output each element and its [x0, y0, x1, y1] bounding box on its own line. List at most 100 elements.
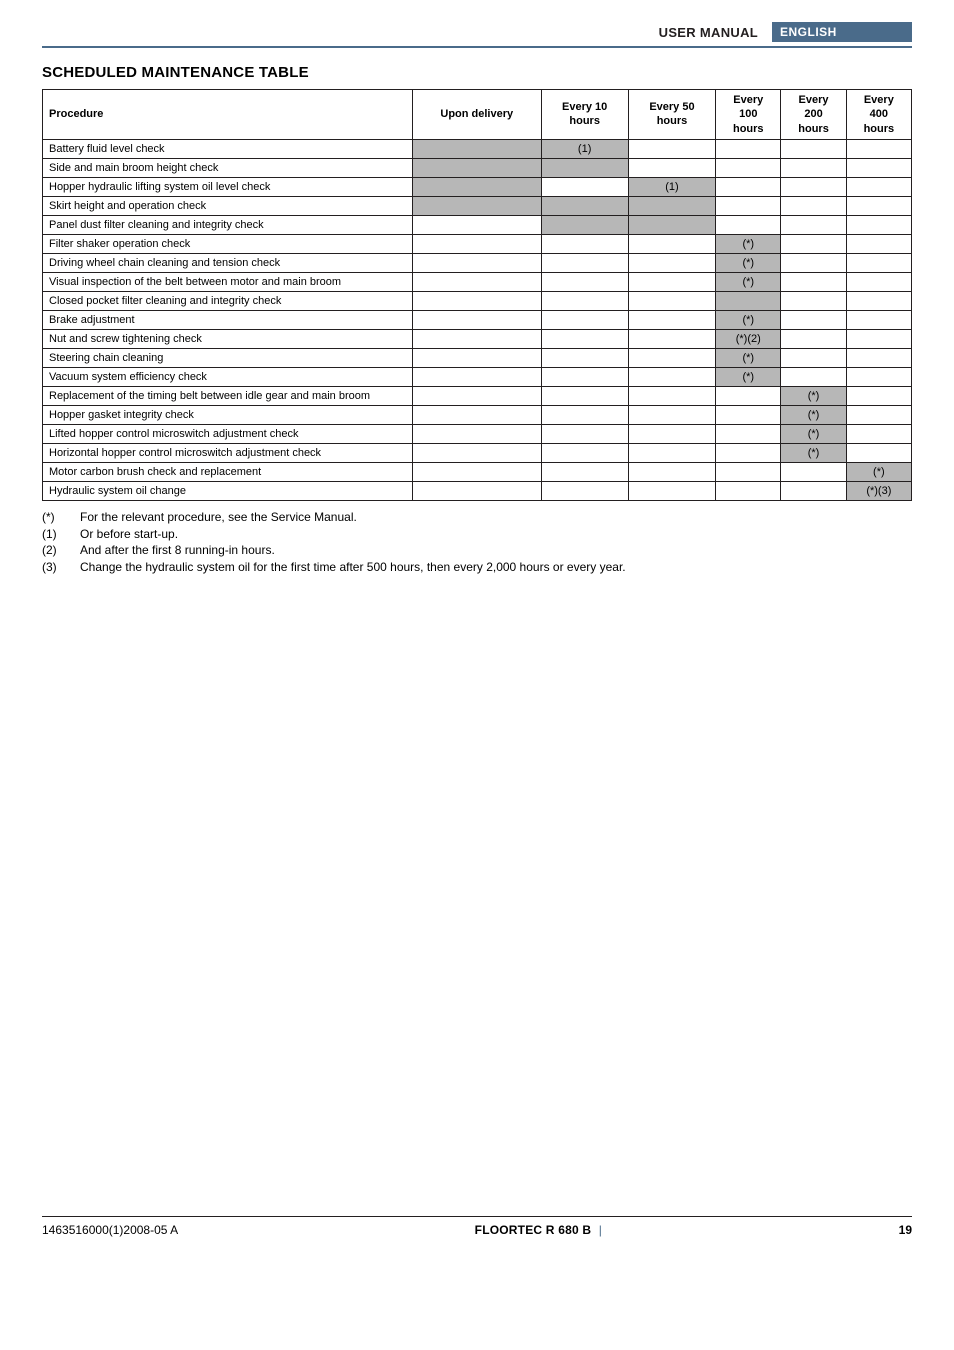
- footnotes: (*)For the relevant procedure, see the S…: [42, 509, 912, 576]
- table-row: Steering chain cleaning(*): [43, 348, 912, 367]
- interval-cell: [846, 367, 911, 386]
- table-row: Closed pocket filter cleaning and integr…: [43, 291, 912, 310]
- interval-cell: [716, 291, 781, 310]
- col-every-200: Every 200 hours: [781, 90, 846, 140]
- interval-cell: [541, 462, 628, 481]
- interval-cell: [413, 329, 542, 348]
- procedure-cell: Battery fluid level check: [43, 139, 413, 158]
- interval-cell: [846, 253, 911, 272]
- user-manual-label: USER MANUAL: [659, 25, 758, 40]
- interval-cell: [846, 291, 911, 310]
- procedure-cell: Driving wheel chain cleaning and tension…: [43, 253, 413, 272]
- interval-cell: [413, 462, 542, 481]
- interval-cell: [781, 234, 846, 253]
- footer-doc-code: 1463516000(1)2008-05 A: [42, 1223, 178, 1237]
- interval-cell: [846, 139, 911, 158]
- table-row: Lifted hopper control microswitch adjust…: [43, 424, 912, 443]
- interval-cell: [541, 196, 628, 215]
- interval-cell: [541, 177, 628, 196]
- interval-cell: [716, 139, 781, 158]
- interval-cell: [541, 329, 628, 348]
- interval-cell: [781, 253, 846, 272]
- procedure-cell: Nut and screw tightening check: [43, 329, 413, 348]
- table-row: Vacuum system efficiency check(*): [43, 367, 912, 386]
- interval-cell: (*): [716, 310, 781, 329]
- table-row: Brake adjustment (*): [43, 310, 912, 329]
- interval-cell: [628, 462, 715, 481]
- procedure-cell: Closed pocket filter cleaning and integr…: [43, 291, 413, 310]
- interval-cell: [628, 443, 715, 462]
- interval-cell: (*)(2): [716, 329, 781, 348]
- table-row: Skirt height and operation check: [43, 196, 912, 215]
- interval-cell: [541, 481, 628, 500]
- table-row: Driving wheel chain cleaning and tension…: [43, 253, 912, 272]
- interval-cell: [846, 310, 911, 329]
- interval-cell: [716, 443, 781, 462]
- interval-cell: [781, 310, 846, 329]
- procedure-cell: Replacement of the timing belt between i…: [43, 386, 413, 405]
- interval-cell: [628, 386, 715, 405]
- col-upon-delivery: Upon delivery: [413, 90, 542, 140]
- maintenance-table: Procedure Upon delivery Every 10 hours E…: [42, 89, 912, 501]
- table-row: Hopper gasket integrity check(*): [43, 405, 912, 424]
- interval-cell: [716, 462, 781, 481]
- footnote-text: For the relevant procedure, see the Serv…: [80, 509, 357, 526]
- interval-cell: [716, 177, 781, 196]
- interval-cell: (1): [541, 139, 628, 158]
- col-every-10: Every 10 hours: [541, 90, 628, 140]
- interval-cell: [541, 424, 628, 443]
- interval-cell: [716, 405, 781, 424]
- interval-cell: [846, 405, 911, 424]
- interval-cell: [628, 234, 715, 253]
- interval-cell: (*): [846, 462, 911, 481]
- interval-cell: [413, 481, 542, 500]
- interval-cell: [413, 272, 542, 291]
- interval-cell: (*): [716, 348, 781, 367]
- interval-cell: [846, 424, 911, 443]
- interval-cell: [628, 272, 715, 291]
- footnote-text: And after the first 8 running-in hours.: [80, 542, 275, 559]
- interval-cell: [846, 443, 911, 462]
- procedure-cell: Filter shaker operation check: [43, 234, 413, 253]
- interval-cell: [781, 367, 846, 386]
- interval-cell: [716, 215, 781, 234]
- interval-cell: [781, 329, 846, 348]
- footnote-label: (3): [42, 559, 68, 576]
- col-every-50: Every 50 hours: [628, 90, 715, 140]
- table-row: Hopper hydraulic lifting system oil leve…: [43, 177, 912, 196]
- table-row: Visual inspection of the belt between mo…: [43, 272, 912, 291]
- interval-cell: [628, 405, 715, 424]
- interval-cell: [413, 158, 542, 177]
- interval-cell: [716, 158, 781, 177]
- interval-cell: [413, 443, 542, 462]
- interval-cell: [628, 329, 715, 348]
- footnote-row: (*)For the relevant procedure, see the S…: [42, 509, 912, 526]
- interval-cell: [541, 367, 628, 386]
- interval-cell: [541, 310, 628, 329]
- interval-cell: [541, 348, 628, 367]
- procedure-cell: Horizontal hopper control microswitch ad…: [43, 443, 413, 462]
- interval-cell: [413, 215, 542, 234]
- procedure-cell: Visual inspection of the belt between mo…: [43, 272, 413, 291]
- interval-cell: [413, 310, 542, 329]
- col-every-100: Every 100 hours: [716, 90, 781, 140]
- table-row: Battery fluid level check (1): [43, 139, 912, 158]
- footnote-row: (1)Or before start-up.: [42, 526, 912, 543]
- interval-cell: [716, 196, 781, 215]
- procedure-cell: Hopper gasket integrity check: [43, 405, 413, 424]
- procedure-cell: Panel dust filter cleaning and integrity…: [43, 215, 413, 234]
- table-row: Horizontal hopper control microswitch ad…: [43, 443, 912, 462]
- interval-cell: [781, 462, 846, 481]
- interval-cell: (*): [716, 234, 781, 253]
- procedure-cell: Brake adjustment: [43, 310, 413, 329]
- interval-cell: [413, 405, 542, 424]
- interval-cell: (*): [781, 424, 846, 443]
- interval-cell: [781, 158, 846, 177]
- interval-cell: [716, 424, 781, 443]
- interval-cell: [413, 348, 542, 367]
- footer-product: FLOORTEC R 680 B |: [475, 1223, 602, 1237]
- interval-cell: [628, 424, 715, 443]
- procedure-cell: Lifted hopper control microswitch adjust…: [43, 424, 413, 443]
- procedure-cell: Vacuum system efficiency check: [43, 367, 413, 386]
- interval-cell: [846, 386, 911, 405]
